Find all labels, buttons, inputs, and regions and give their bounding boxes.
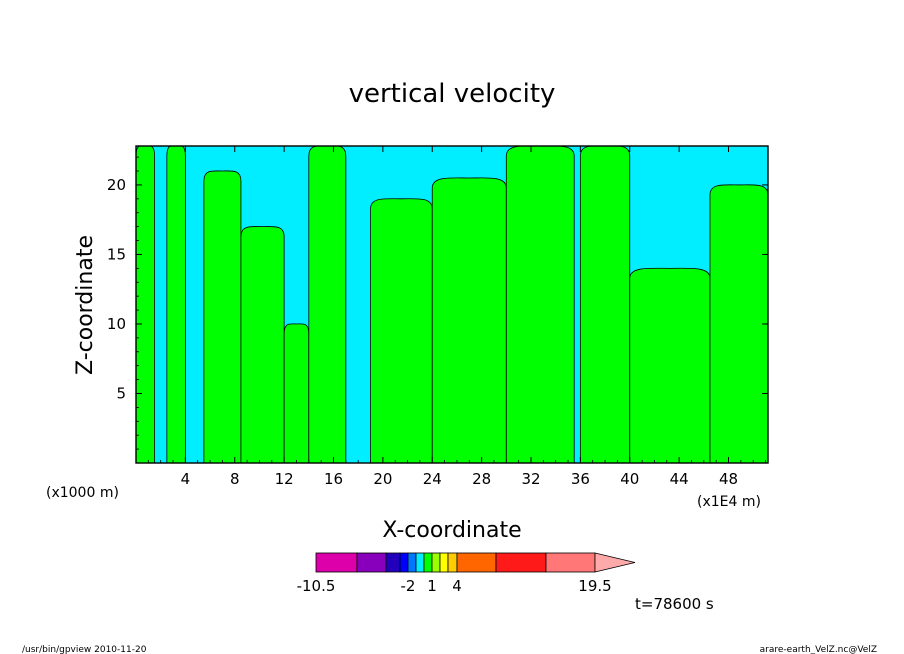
positive-w-region-4 [283, 323, 310, 464]
positive-w-region-9 [579, 145, 631, 464]
colorbar-labels: -10.5 -2 1 4 19.5 [297, 577, 612, 595]
positive-w-region-5 [308, 145, 347, 464]
colorbar-box [431, 552, 441, 573]
colorbar-box [407, 552, 417, 573]
colorbar-box [385, 552, 401, 573]
x-tick-label: 28 [472, 470, 491, 488]
positive-w-region-8 [505, 145, 575, 464]
x-tick-label: 40 [620, 470, 639, 488]
x-tick-label: 36 [571, 470, 590, 488]
colorbar-label: -10.5 [297, 577, 336, 595]
positive-w-region-11 [709, 184, 769, 464]
colorbar-box [423, 552, 433, 573]
colorbar-label: 19.5 [578, 577, 611, 595]
colorbar-box [495, 552, 547, 573]
time-label: t=78600 s [635, 595, 714, 613]
x-tick-label: 4 [181, 470, 191, 488]
colorbar-box [356, 552, 387, 573]
positive-w-region-3 [240, 226, 285, 464]
footer-right: arare-earth_VelZ.nc@VelZ [760, 645, 877, 654]
positive-w-region-10 [629, 267, 711, 464]
x-tick-label: 48 [719, 470, 738, 488]
x-unit-left: (x1000 m) [46, 485, 119, 501]
x-unit-right: (x1E4 m) [697, 494, 761, 510]
x-tick-label: 24 [423, 470, 442, 488]
positive-w-region-1 [166, 145, 186, 464]
y-tick-label: 15 [107, 245, 126, 263]
colorbar-extend-arrow [594, 552, 636, 573]
x-tick-label: 16 [324, 470, 343, 488]
colorbar-box [439, 552, 449, 573]
colorbar-label: 4 [452, 577, 462, 595]
x-axis-label: X-coordinate [382, 518, 521, 543]
colorbar-box [545, 552, 596, 573]
x-tick-label: 44 [670, 470, 689, 488]
colorbar-box [399, 552, 409, 573]
y-tick-label: 5 [116, 384, 126, 402]
x-tick-label: 20 [373, 470, 392, 488]
contour-field [135, 126, 769, 464]
colorbar-box [415, 552, 425, 573]
colorbar [315, 552, 636, 573]
positive-w-region-0 [135, 145, 155, 464]
y-tick-label: 10 [107, 315, 126, 333]
colorbar-box [315, 552, 358, 573]
positive-w-region-6 [370, 198, 433, 464]
y-tick-label: 20 [107, 176, 126, 194]
positive-w-region-2 [203, 170, 242, 464]
plot-frame [135, 145, 769, 464]
positive-w-region-7 [431, 177, 507, 464]
x-tick-label: 12 [275, 470, 294, 488]
y-axis-label: Z-coordinate [73, 235, 98, 375]
colorbar-label: -2 [401, 577, 416, 595]
colorbar-box [456, 552, 497, 573]
chart-title: vertical velocity [349, 79, 556, 109]
footer-left: /usr/bin/gpview 2010-11-20 [22, 645, 147, 654]
x-tick-label: 32 [521, 470, 540, 488]
x-tick-label: 8 [230, 470, 240, 488]
colorbar-box [447, 552, 458, 573]
colorbar-label: 1 [427, 577, 437, 595]
